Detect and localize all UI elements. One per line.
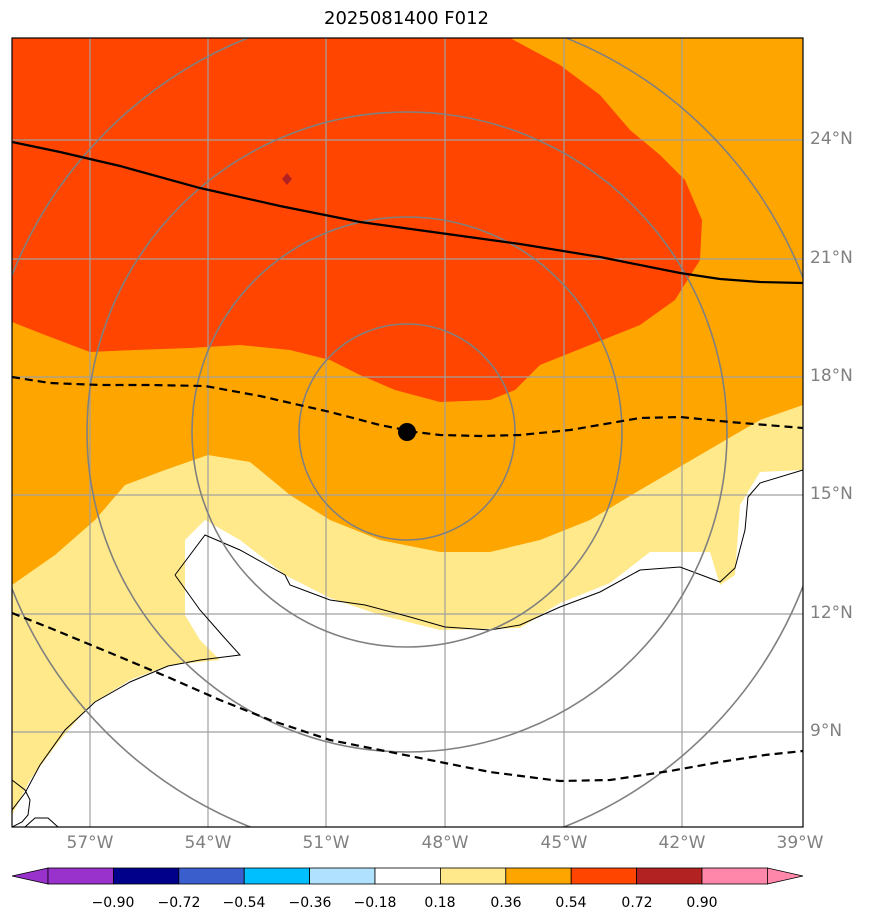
- colorbar-tick: 0.36: [490, 895, 522, 911]
- center-marker: [398, 423, 416, 441]
- colorbar-segment: [178, 867, 245, 885]
- lat-label: 24°N: [810, 129, 853, 149]
- lon-label: 54°W: [184, 833, 232, 853]
- map-frame: [11, 37, 804, 828]
- colorbar-segment: [570, 867, 638, 885]
- colorbar-tick: −0.54: [222, 895, 266, 911]
- lat-label: 18°N: [810, 366, 853, 386]
- red-field: [12, 38, 702, 402]
- colorbar-tick: −0.18: [353, 895, 397, 911]
- map-area: [12, 38, 803, 827]
- colorbar-tick: −0.72: [157, 895, 201, 911]
- distance-rings: [12, 38, 803, 827]
- lon-label: 39°W: [776, 833, 824, 853]
- colorbar-tick: −0.36: [288, 895, 332, 911]
- lon-label: 51°W: [302, 833, 350, 853]
- lon-label: 57°W: [66, 833, 114, 853]
- map-title: 2025081400 F012: [324, 8, 489, 29]
- colorbar-tick: 0.72: [621, 895, 653, 911]
- lat-label: 15°N: [810, 484, 853, 504]
- colorbar-low-extension: [11, 867, 49, 885]
- lat-label: 12°N: [810, 603, 853, 623]
- lon-label: 48°W: [421, 833, 469, 853]
- lat-label: 9°N: [810, 721, 843, 741]
- lon-label: 42°W: [658, 833, 706, 853]
- lat-label: 21°N: [810, 248, 853, 268]
- colorbar-segment: [113, 867, 180, 885]
- coastline: [12, 469, 803, 827]
- colorbar-segment: [47, 867, 114, 885]
- colorbar-segment: [701, 867, 768, 885]
- colorbar-tick: 0.18: [424, 895, 456, 911]
- colorbar: [11, 867, 804, 885]
- colorbar-segment: [374, 867, 441, 885]
- white-field: [12, 470, 803, 827]
- colorbar-segment: [636, 867, 703, 885]
- colorbar-high-extension: [767, 867, 804, 885]
- colorbar-tick: 0.90: [686, 895, 718, 911]
- colorbar-tick: −0.90: [91, 895, 135, 911]
- dark-red-spot: [282, 173, 292, 185]
- colorbar-segment: [243, 867, 310, 885]
- colorbar-segment: [505, 867, 572, 885]
- solid-contour: [12, 140, 803, 285]
- colorbar-segment: [439, 867, 507, 885]
- lon-label: 45°W: [540, 833, 588, 853]
- colorbar-tick: 0.54: [555, 895, 587, 911]
- colorbar-segment: [309, 867, 376, 885]
